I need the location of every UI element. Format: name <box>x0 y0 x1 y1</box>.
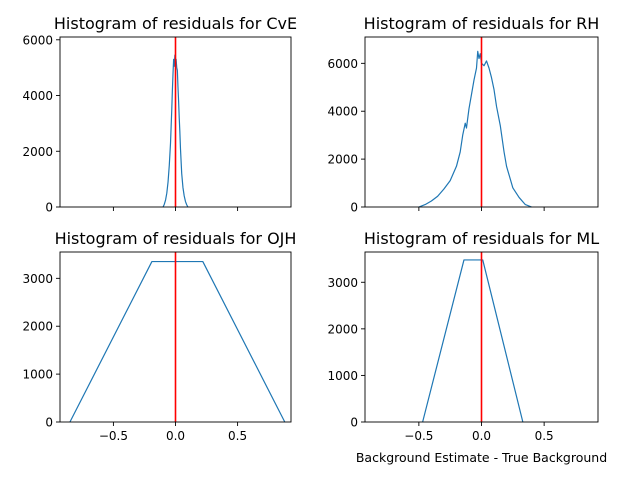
x-tick-label: −0.5 <box>404 429 433 443</box>
y-tick-label: 1000 <box>22 368 53 382</box>
y-tick-label: 0 <box>350 416 358 430</box>
panel-4: −0.5 0.0 0.5 0 1000 2000 3000 Histogram of resi… <box>327 229 607 465</box>
y-tick-label: 3000 <box>327 276 358 290</box>
panel-title: Histogram of residuals for RH <box>364 14 600 33</box>
series-line-1 <box>69 260 286 423</box>
series-line-1 <box>422 259 524 423</box>
y-tick-label: 6000 <box>22 33 53 47</box>
x-tick-label: 0.0 <box>166 429 185 443</box>
y-tick-label: 0 <box>45 201 53 215</box>
panel-2: 0 2000 4000 6000 Histogram of residuals for … <box>327 14 599 215</box>
panel-title: Histogram of residuals for ML <box>364 229 599 248</box>
y-tick-label: 0 <box>350 201 358 215</box>
y-tick-label: 2000 <box>327 322 358 336</box>
y-tick-label: 6000 <box>327 57 358 71</box>
y-tick-label: 2000 <box>327 153 358 167</box>
y-tick-label: 2000 <box>22 145 53 159</box>
x-axis-label: Background Estimate - True Background <box>356 450 607 465</box>
panel-3: −0.5 0.0 0.5 0 1000 2000 3000 Histogram of resi… <box>22 229 296 443</box>
x-tick-label: 0.5 <box>228 429 247 443</box>
y-tick-label: 0 <box>45 416 53 430</box>
x-tick-label: −0.5 <box>99 429 128 443</box>
x-tick-label: 0.5 <box>535 429 554 443</box>
y-tick-label: 1000 <box>327 369 358 383</box>
panel-title: Histogram of residuals for OJH <box>55 229 297 248</box>
y-tick-label: 4000 <box>327 105 358 119</box>
y-tick-label: 4000 <box>22 89 53 103</box>
y-tick-label: 2000 <box>22 320 53 334</box>
series-line-1 <box>418 50 532 208</box>
panel-title: Histogram of residuals for CvE <box>54 14 297 33</box>
x-tick-label: 0.0 <box>472 429 491 443</box>
y-tick-label: 3000 <box>22 272 53 286</box>
